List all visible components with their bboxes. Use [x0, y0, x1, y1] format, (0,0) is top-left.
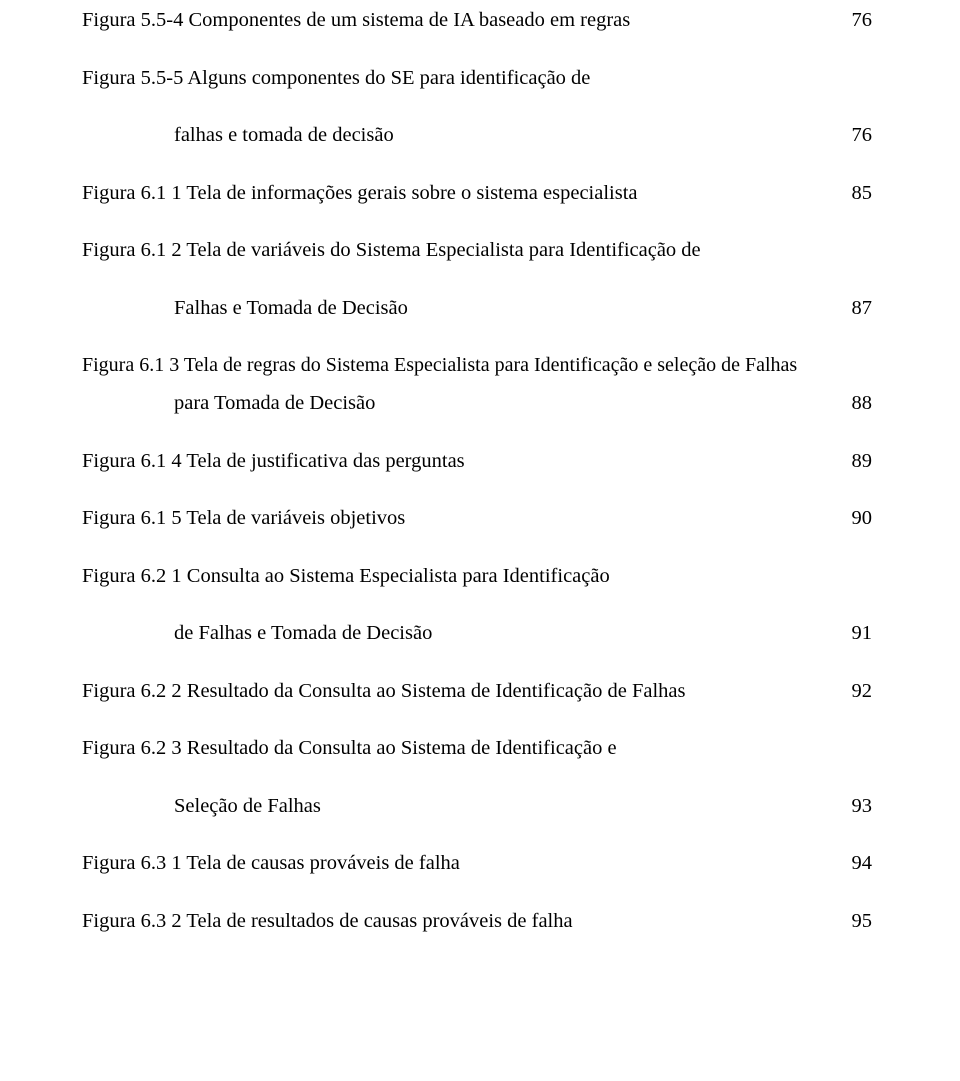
lof-entry: Figura 6.3 1 Tela de causas prováveis de…	[82, 853, 872, 874]
lof-entry-text: Figura 6.1 3 Tela de regras do Sistema E…	[82, 355, 797, 375]
lof-entry-page: 94	[852, 853, 873, 874]
lof-entry-text: Figura 6.2 3 Resultado da Consulta ao Si…	[82, 738, 617, 759]
lof-cont-text: para Tomada de Decisão	[174, 393, 375, 414]
lof-entry-page: 88	[852, 393, 873, 414]
lof-cont-text: Seleção de Falhas	[174, 796, 321, 817]
lof-entry-text: Figura 6.1 5 Tela de variáveis objetivos	[82, 508, 405, 529]
lof-entry: Figura 6.2 2 Resultado da Consulta ao Si…	[82, 681, 872, 702]
lof-entry-continuation: falhas e tomada de decisão 76	[82, 125, 872, 146]
lof-entry-page: 91	[852, 623, 873, 644]
lof-entry: Figura 6.3 2 Tela de resultados de causa…	[82, 911, 872, 932]
lof-cont-text: de Falhas e Tomada de Decisão	[174, 623, 432, 644]
lof-entry: Figura 5.5-4 Componentes de um sistema d…	[82, 10, 872, 31]
lof-entry-page: 93	[852, 796, 873, 817]
lof-entry-page: 85	[852, 183, 873, 204]
lof-entry-page: 76	[852, 10, 873, 31]
lof-entry-text: Figura 6.2 2 Resultado da Consulta ao Si…	[82, 681, 685, 702]
lof-entry-text: Figura 6.3 2 Tela de resultados de causa…	[82, 911, 573, 932]
lof-entry: Figura 6.1 5 Tela de variáveis objetivos…	[82, 508, 872, 529]
lof-entry-continuation: de Falhas e Tomada de Decisão 91	[82, 623, 872, 644]
lof-entry: Figura 5.5-5 Alguns componentes do SE pa…	[82, 68, 872, 89]
lof-entry-text: Figura 6.1 1 Tela de informações gerais …	[82, 183, 638, 204]
lof-entry-text: Figura 5.5-4 Componentes de um sistema d…	[82, 10, 630, 31]
lof-entry-page: 92	[852, 681, 873, 702]
lof-entry: Figura 6.1 4 Tela de justificativa das p…	[82, 451, 872, 472]
lof-entry-page: 87	[852, 298, 873, 319]
lof-entry: Figura 6.2 3 Resultado da Consulta ao Si…	[82, 738, 872, 759]
lof-entry-text: Figura 5.5-5 Alguns componentes do SE pa…	[82, 68, 590, 89]
lof-entry-text: Figura 6.3 1 Tela de causas prováveis de…	[82, 853, 460, 874]
lof-entry-continuation: Falhas e Tomada de Decisão 87	[82, 298, 872, 319]
lof-entry: Figura 6.1 2 Tela de variáveis do Sistem…	[82, 240, 872, 261]
lof-entry-page: 76	[852, 125, 873, 146]
lof-entry-text: Figura 6.1 4 Tela de justificativa das p…	[82, 451, 465, 472]
lof-entry-text: Figura 6.2 1 Consulta ao Sistema Especia…	[82, 566, 610, 587]
lof-cont-text: falhas e tomada de decisão	[174, 125, 394, 146]
lof-entry-page: 90	[852, 508, 873, 529]
lof-entry-continuation: para Tomada de Decisão 88	[82, 393, 872, 414]
lof-entry-page: 95	[852, 911, 873, 932]
lof-entry-page: 89	[852, 451, 873, 472]
lof-entry-text: Figura 6.1 2 Tela de variáveis do Sistem…	[82, 240, 701, 261]
lof-entry: Figura 6.1 3 Tela de regras do Sistema E…	[82, 355, 872, 375]
lof-entry: Figura 6.2 1 Consulta ao Sistema Especia…	[82, 566, 872, 587]
lof-entry-continuation: Seleção de Falhas 93	[82, 796, 872, 817]
lof-cont-text: Falhas e Tomada de Decisão	[174, 298, 408, 319]
lof-entry: Figura 6.1 1 Tela de informações gerais …	[82, 183, 872, 204]
